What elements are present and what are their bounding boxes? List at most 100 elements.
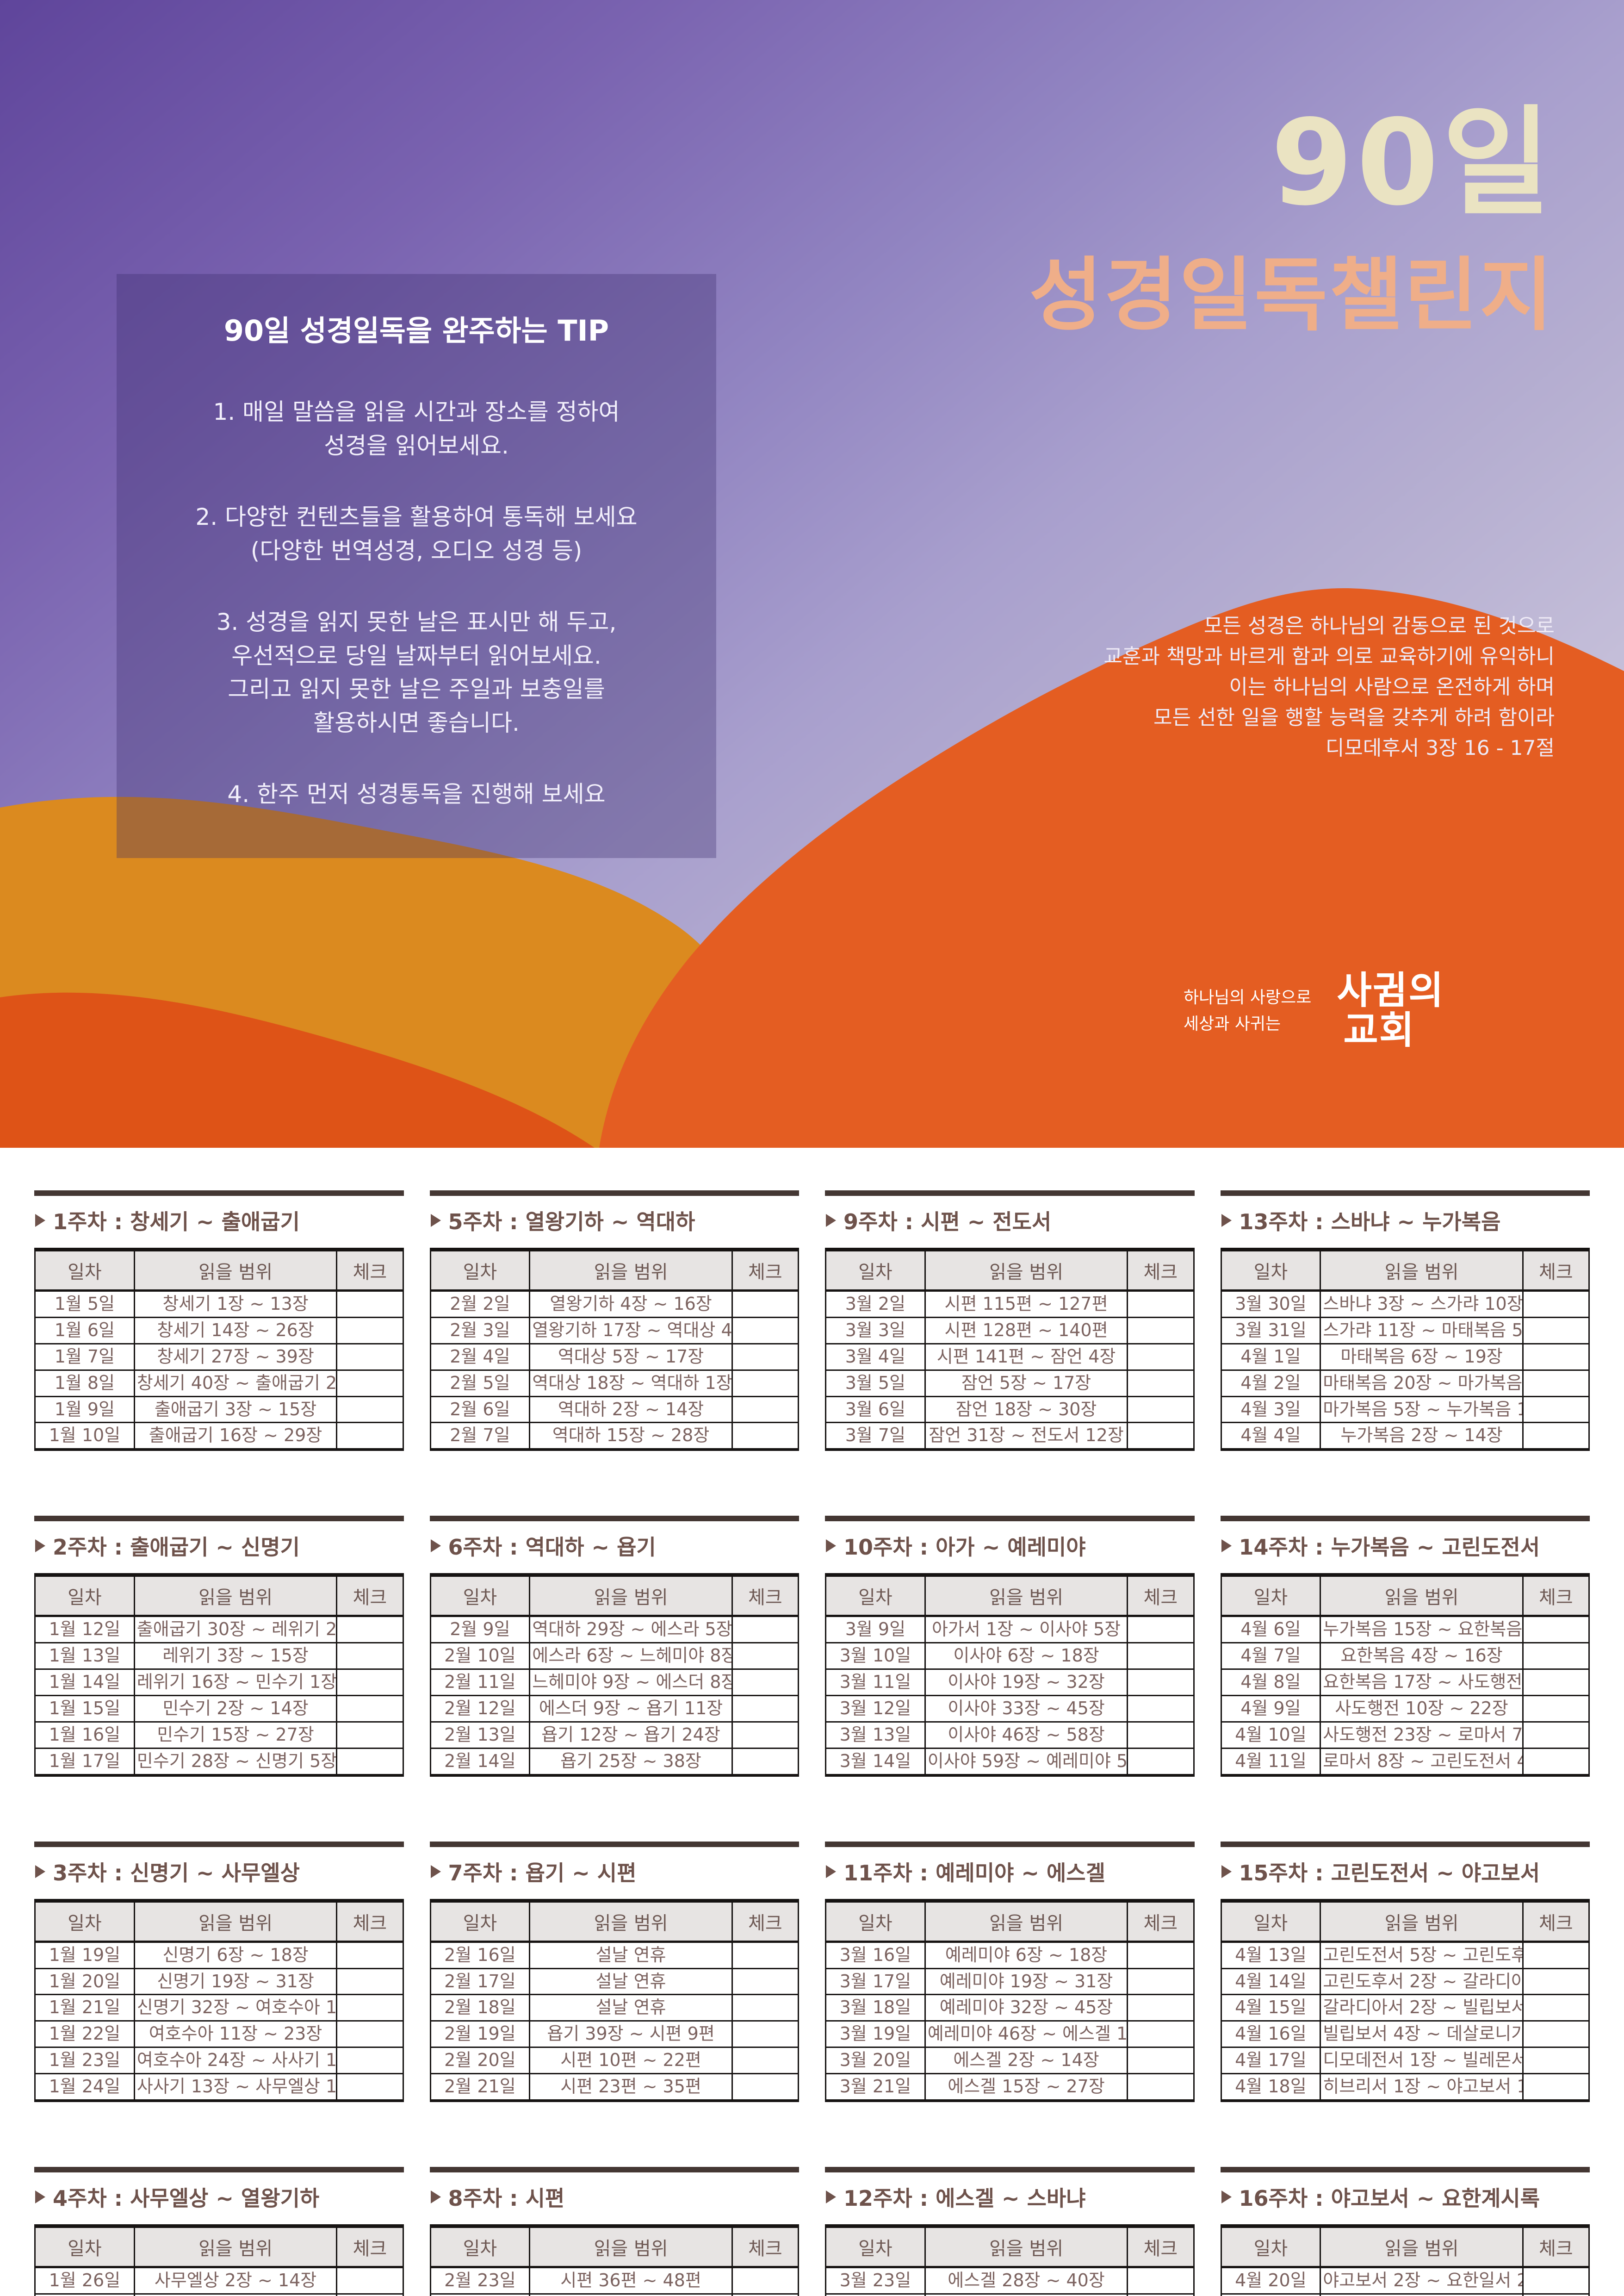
reading-date: 3월 6일	[825, 1395, 925, 1423]
reading-range: 요한복음 17장 ~ 사도행전 9장	[1320, 1668, 1523, 1696]
reading-row: 1월 15일 민수기 2장 ~ 14장	[35, 1695, 403, 1722]
week-section: 6주차 : 역대하 ~ 욥기 일차 읽을 범위 체크 2월 9일 역대하 29장 …	[429, 1516, 800, 1777]
reading-range: 잠언 5장 ~ 17장	[924, 1369, 1128, 1397]
check-cell	[336, 2073, 403, 2101]
reading-range: 이사야 59장 ~ 예레미야 5장	[924, 1747, 1128, 1775]
reading-row: 4월 11일 로마서 8장 ~ 고린도전서 4장	[1221, 1747, 1589, 1775]
week-top-bar	[429, 2167, 799, 2173]
col-header-check: 체크	[1127, 2226, 1194, 2269]
reading-row: 3월 2일 시편 115편 ~ 127편	[825, 1290, 1194, 1318]
col-header-day: 일차	[35, 1250, 135, 1292]
reading-range: 출애굽기 3장 ~ 15장	[133, 1395, 337, 1423]
reading-date: 3월 3일	[825, 1316, 925, 1344]
check-cell	[336, 1395, 403, 1423]
check-cell	[1127, 1422, 1194, 1450]
reading-range: 빌립보서 4장 ~ 데살로니가후서 3장	[1320, 2020, 1523, 2047]
week-bullet-icon	[826, 2190, 836, 2204]
tip-item: 3. 성경을 읽지 못한 날은 표시만 해 두고, 우선적으로 당일 날짜부터 읽…	[195, 605, 637, 740]
reading-range: 여호수아 24장 ~ 사사기 12장	[133, 2047, 337, 2074]
col-header-range: 읽을 범위	[1320, 2226, 1523, 2269]
week-bullet-icon	[826, 1865, 836, 1878]
reading-date: 2월 3일	[430, 1316, 530, 1344]
week-title: 6주차 : 역대하 ~ 욥기	[430, 1531, 800, 1561]
reading-range: 에스겔 28장 ~ 40장	[924, 2266, 1128, 2294]
reading-row: 1월 8일 창세기 40장 ~ 출애굽기 2장	[35, 1369, 403, 1397]
week-bullet-icon	[430, 1214, 441, 1227]
reading-range: 에스라 6장 ~ 느헤미야 8장	[529, 1642, 732, 1669]
week-bullet-icon	[1221, 1214, 1232, 1227]
reading-date: 2월 24일	[430, 2293, 530, 2296]
reading-row: 1월 5일 창세기 1장 ~ 13장	[35, 1290, 403, 1318]
logo-name: 사귐의 교회	[1337, 971, 1444, 1051]
check-cell	[1127, 1747, 1194, 1775]
check-cell	[336, 1316, 403, 1344]
col-header-range: 읽을 범위	[133, 1250, 337, 1292]
tip-items: 1. 매일 말씀을 읽을 시간과 장소를 정하여 성경을 읽어보세요. 2. 다양한…	[195, 395, 637, 849]
reading-date: 3월 7일	[825, 1422, 925, 1450]
week-title: 3주차 : 신명기 ~ 사무엘상	[35, 1856, 404, 1887]
reading-range: 디모데전서 1장 ~ 빌레몬서 1장	[1320, 2047, 1523, 2074]
table-body: 1월 12일 출애굽기 30장 ~ 레위기 2장 1월 13일 레위기 3장 ~ 15…	[35, 1615, 403, 1775]
reading-row: 2월 3일 열왕기하 17장 ~ 역대상 4장	[430, 1316, 799, 1344]
reading-date: 1월 9일	[35, 1395, 135, 1423]
reading-table: 일차 읽을 범위 체크 2월 9일 역대하 29장 ~ 에스라 5장 2월 10일 에…	[429, 1573, 799, 1777]
col-header-check: 체크	[1127, 1900, 1194, 1943]
reading-range: 욥기 25장 ~ 38장	[529, 1747, 732, 1775]
reading-date: 1월 12일	[35, 1615, 135, 1643]
col-header-range: 읽을 범위	[529, 1575, 732, 1618]
table-body: 3월 9일 아가서 1장 ~ 이사야 5장 3월 10일 이사야 6장 ~ 18장 3월…	[825, 1615, 1194, 1775]
reading-row: 2월 24일시편 49편 ~ 61편	[430, 2293, 799, 2296]
reading-date: 1월 13일	[35, 1642, 135, 1669]
reading-date: 1월 27일	[35, 2293, 135, 2296]
week-bullet-icon	[1221, 2190, 1232, 2204]
reading-date: 3월 19일	[825, 2020, 925, 2047]
reading-date: 2월 5일	[430, 1369, 530, 1397]
reading-date: 4월 15일	[1221, 1994, 1320, 2021]
table-body: 1월 19일 신명기 6장 ~ 18장 1월 20일 신명기 19장 ~ 31장 1월 …	[35, 1941, 403, 2101]
week-title: 11주차 : 예레미야 ~ 에스겔	[826, 1856, 1195, 1887]
table-header-row: 일차 읽을 범위 체크	[1221, 2226, 1589, 2269]
tip-title: 90일 성경일독을 완주하는 TIP	[223, 314, 609, 348]
reading-range: 느헤미야 9장 ~ 에스더 8장	[529, 1668, 732, 1696]
reading-range: 마가복음 5장 ~ 누가복음 1장	[1320, 1395, 1523, 1423]
reading-date: 1월 22일	[35, 2020, 135, 2047]
reading-range: 역대상 18장 ~ 역대하 1장	[529, 1369, 732, 1397]
check-cell	[336, 1422, 403, 1450]
reading-row: 2월 23일 시편 36편 ~ 48편	[430, 2266, 799, 2294]
reading-date: 2월 9일	[430, 1615, 530, 1643]
check-cell	[731, 1695, 799, 1722]
col-header-range: 읽을 범위	[924, 2226, 1128, 2269]
reading-range: 열왕기하 17장 ~ 역대상 4장	[529, 1316, 732, 1344]
col-header-check: 체크	[1127, 1575, 1194, 1618]
reading-date: 4월 16일	[1221, 2020, 1320, 2047]
check-cell	[731, 2266, 799, 2294]
table-header-row: 일차 읽을 범위 체크	[430, 1250, 799, 1292]
col-header-range: 읽을 범위	[133, 1575, 337, 1618]
reading-range: 요한복음 4장 ~ 16장	[1320, 1642, 1523, 1669]
check-cell	[336, 1369, 403, 1397]
table-header-row: 일차 읽을 범위 체크	[35, 1900, 403, 1943]
reading-range: 역대하 29장 ~ 에스라 5장	[529, 1615, 732, 1643]
reading-row: 3월 20일 에스겔 2장 ~ 14장	[825, 2047, 1194, 2074]
col-header-check: 체크	[336, 2226, 403, 2269]
check-cell	[731, 1967, 799, 1995]
table-body: 1월 5일 창세기 1장 ~ 13장 1월 6일 창세기 14장 ~ 26장 1월 7일…	[35, 1290, 403, 1450]
col-header-range: 읽을 범위	[924, 1575, 1128, 1618]
reading-row: 3월 4일 시편 141편 ~ 잠언 4장	[825, 1343, 1194, 1370]
reading-row: 2월 6일 역대하 2장 ~ 14장	[430, 1395, 799, 1423]
reading-date: 2월 18일	[430, 1994, 530, 2021]
check-cell	[731, 1721, 799, 1748]
reading-date: 1월 8일	[35, 1369, 135, 1397]
reading-row: 2월 7일 역대하 15장 ~ 28장	[430, 1422, 799, 1450]
reading-row: 2월 18일 설날 연휴	[430, 1994, 799, 2021]
reading-table: 일차 읽을 범위 체크 1월 5일 창세기 1장 ~ 13장 1월 6일 창세기 14…	[34, 1248, 404, 1451]
col-header-day: 일차	[825, 2226, 925, 2269]
reading-row: 1월 27일사무엘상 15장 ~ 27장	[35, 2293, 403, 2296]
week-section: 16주차 : 야고보서 ~ 요한계시록 일차 읽을 범위 체크 4월 20일 야고…	[1220, 2167, 1590, 2296]
check-cell	[1522, 2020, 1589, 2047]
reading-date: 4월 3일	[1221, 1395, 1320, 1423]
